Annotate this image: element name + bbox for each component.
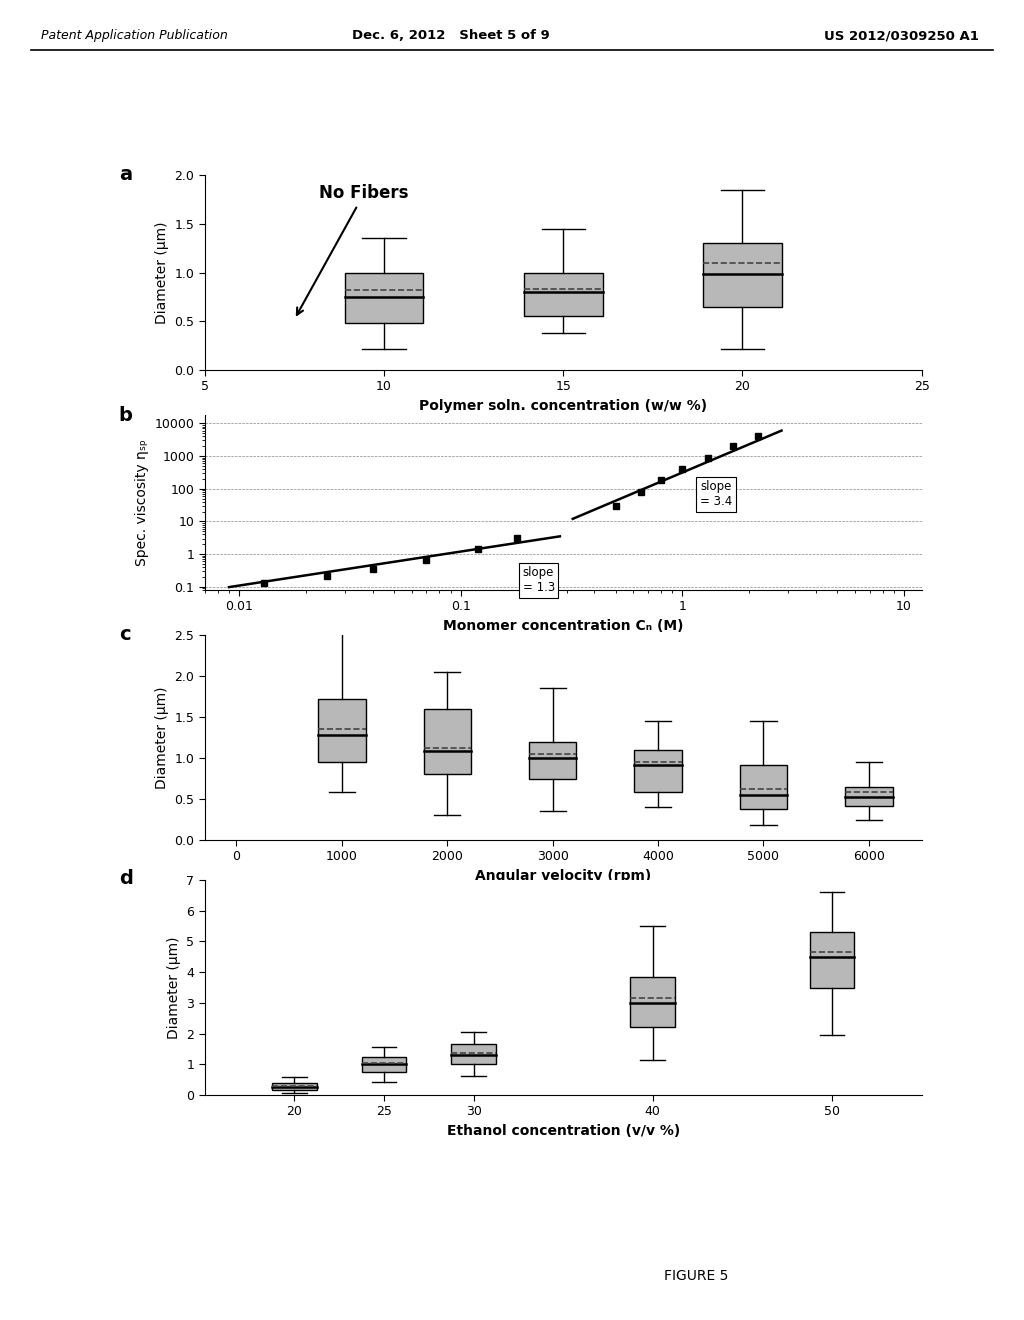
X-axis label: Angular velocity (rpm): Angular velocity (rpm): [475, 869, 651, 883]
X-axis label: Monomer concentration Cₙ (M): Monomer concentration Cₙ (M): [443, 619, 683, 634]
Text: US 2012/0309250 A1: US 2012/0309250 A1: [823, 29, 979, 42]
Bar: [810, 932, 854, 987]
Bar: [452, 1044, 496, 1064]
Text: c: c: [119, 624, 130, 644]
Text: Dec. 6, 2012   Sheet 5 of 9: Dec. 6, 2012 Sheet 5 of 9: [351, 29, 550, 42]
Text: No Fibers: No Fibers: [297, 185, 409, 315]
Bar: [631, 977, 675, 1027]
X-axis label: Polymer soln. concentration (w/w %): Polymer soln. concentration (w/w %): [419, 399, 708, 413]
Text: FIGURE 5: FIGURE 5: [665, 1269, 728, 1283]
Text: a: a: [119, 165, 132, 185]
Y-axis label: Diameter (μm): Diameter (μm): [155, 686, 169, 789]
Bar: [424, 709, 471, 775]
Y-axis label: Diameter (μm): Diameter (μm): [167, 936, 181, 1039]
Bar: [361, 1056, 407, 1072]
Bar: [739, 764, 787, 809]
Bar: [845, 787, 893, 805]
Text: d: d: [119, 870, 133, 888]
Bar: [318, 700, 366, 762]
Text: b: b: [119, 407, 133, 425]
Y-axis label: Diameter (μm): Diameter (μm): [155, 222, 169, 323]
Text: slope
= 1.3: slope = 1.3: [522, 566, 555, 594]
Bar: [702, 243, 781, 306]
Bar: [529, 742, 577, 779]
Text: Patent Application Publication: Patent Application Publication: [41, 29, 227, 42]
Bar: [524, 272, 603, 317]
Bar: [634, 750, 682, 792]
Text: slope
= 3.4: slope = 3.4: [700, 480, 732, 508]
X-axis label: Ethanol concentration (v/v %): Ethanol concentration (v/v %): [446, 1123, 680, 1138]
Bar: [272, 1082, 316, 1090]
Y-axis label: Spec. viscosity ηₛₚ: Spec. viscosity ηₛₚ: [135, 440, 148, 566]
Bar: [344, 272, 424, 323]
